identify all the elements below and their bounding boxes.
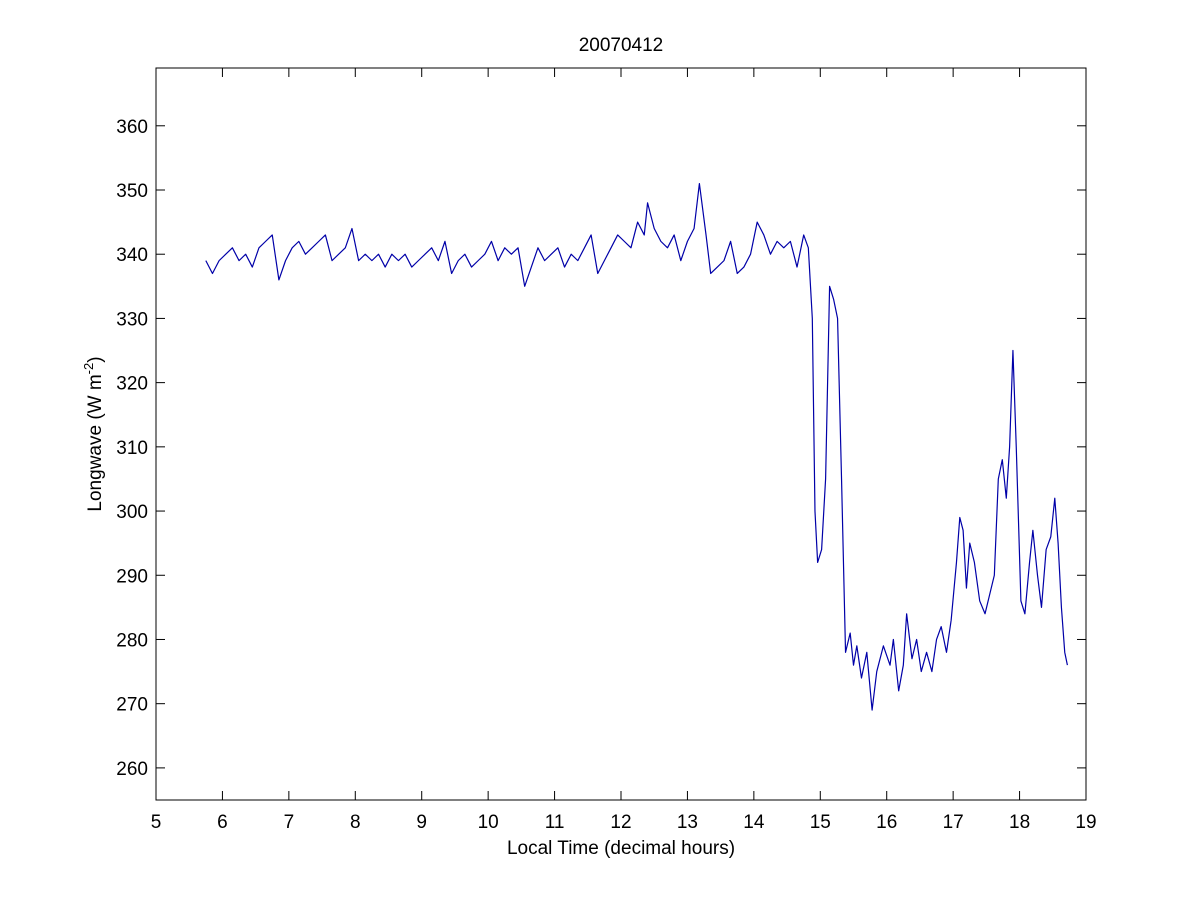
x-tick-label: 9	[416, 812, 427, 833]
y-tick-label: 360	[116, 117, 148, 138]
x-tick-label: 17	[943, 812, 964, 833]
x-tick-label: 16	[876, 812, 897, 833]
x-tick-label: 10	[478, 812, 499, 833]
y-tick-label: 270	[116, 695, 148, 716]
x-tick-label: 8	[350, 812, 361, 833]
y-label-text: Longwave (W m	[85, 374, 106, 511]
x-tick-label: 19	[1075, 812, 1096, 833]
x-tick-label: 11	[545, 812, 565, 833]
y-label-end: )	[85, 356, 106, 362]
y-tick-label: 260	[116, 759, 148, 780]
x-tick-label: 5	[151, 812, 162, 833]
chart-title: 20070412	[579, 35, 664, 56]
x-tick-label: 7	[284, 812, 295, 833]
y-tick-label: 340	[116, 245, 148, 266]
y-tick-label: 330	[116, 309, 148, 330]
y-tick-label: 290	[116, 566, 148, 587]
plot-frame	[155, 67, 1087, 801]
y-tick-label: 310	[116, 438, 148, 459]
y-tick-label: 320	[116, 374, 148, 395]
y-tick-label: 280	[116, 630, 148, 651]
y-tick-label: 300	[116, 502, 148, 523]
x-tick-label: 6	[217, 812, 228, 833]
y-tick-label: 350	[116, 181, 148, 202]
x-tick-label: 15	[810, 812, 831, 833]
x-axis-label: Local Time (decimal hours)	[507, 838, 735, 859]
x-tick-label: 14	[743, 812, 765, 833]
data-line	[205, 182, 1068, 711]
x-tick-label: 12	[610, 812, 631, 833]
y-axis-label: Longwave (W m-2)	[81, 356, 106, 511]
y-label-superscript: -2	[81, 363, 96, 375]
x-tick-label: 18	[1009, 812, 1030, 833]
x-tick-label: 13	[677, 812, 698, 833]
